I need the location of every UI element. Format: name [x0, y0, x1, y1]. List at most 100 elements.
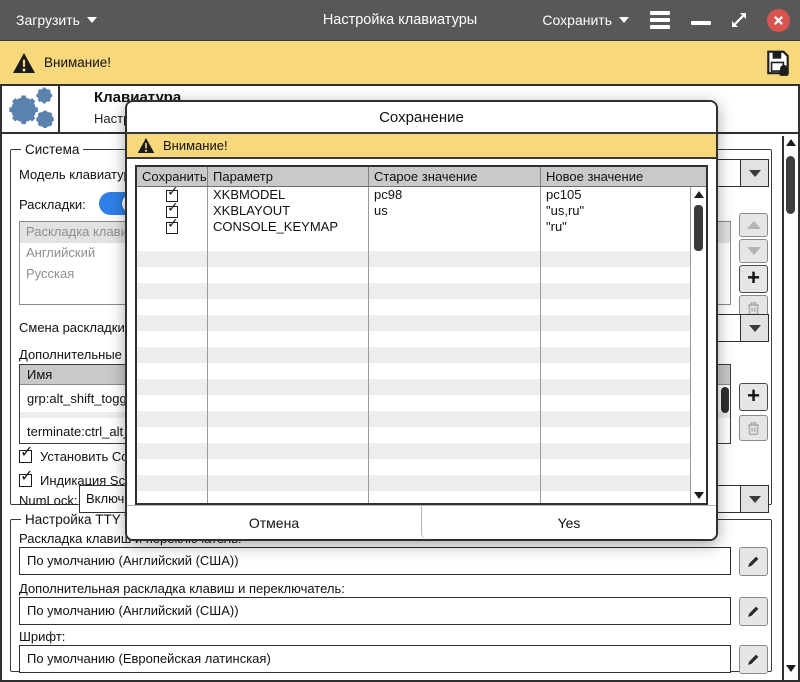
checkbox-checked[interactable]: ✓ — [19, 444, 33, 463]
edit-font-button[interactable] — [739, 645, 768, 674]
module-icon-box — [2, 86, 60, 132]
combobox-dropdown-button[interactable] — [740, 486, 768, 512]
cancel-button[interactable]: Отмена — [127, 506, 421, 539]
caret-down-icon — [748, 324, 761, 332]
hamburger-icon — [650, 11, 670, 15]
trash-icon — [747, 421, 760, 435]
close-icon — [774, 15, 783, 25]
maximize-button[interactable] — [729, 10, 749, 30]
checkbox-checked[interactable]: ✓ — [166, 203, 179, 218]
param-cell: CONSOLE_KEYMAP — [213, 219, 338, 234]
column-divider — [207, 187, 208, 503]
scrollbar-thumb[interactable] — [693, 205, 703, 251]
list-item[interactable]: Русская — [26, 266, 75, 281]
chevron-down-icon — [86, 17, 97, 23]
plus-icon: + — [747, 383, 760, 408]
old-value-cell: us — [374, 203, 388, 218]
check-icon: ✓ — [20, 444, 34, 461]
pencil-icon — [747, 654, 759, 666]
close-button[interactable] — [767, 8, 790, 32]
warning-text: Внимание! — [44, 55, 112, 70]
table-row[interactable]: ✓ XKBMODEL pc98 pc105 — [137, 187, 706, 203]
scroll-up-button[interactable] — [784, 139, 798, 151]
window-title: Настройка клавиатуры — [322, 12, 478, 28]
arrow-up-icon — [746, 221, 761, 229]
move-down-button[interactable] — [739, 239, 768, 263]
changes-table: Сохранить Параметр Старое значение Новое… — [135, 165, 708, 505]
warning-icon — [137, 137, 155, 154]
resize-icon — [732, 13, 746, 27]
layouts-label: Раскладки: — [19, 197, 86, 212]
list-item[interactable]: Английский — [26, 245, 96, 260]
param-cell: XKBMODEL — [213, 187, 286, 202]
old-value-cell: pc98 — [374, 187, 403, 202]
save-config-icon[interactable] — [764, 48, 792, 81]
dialog-warning-banner: Внимание! — [127, 132, 716, 159]
check-icon: ✓ — [167, 219, 179, 231]
checkbox-checked[interactable]: ✓ — [166, 219, 179, 234]
delete-option-button[interactable] — [739, 415, 768, 441]
move-up-button[interactable] — [739, 213, 768, 237]
save-menu-button[interactable]: Сохранить — [542, 12, 629, 28]
system-legend: Система — [25, 142, 80, 157]
warning-banner: Внимание! — [0, 40, 800, 86]
combobox-dropdown-button[interactable] — [740, 315, 768, 341]
scroll-down-button[interactable] — [784, 665, 798, 677]
column-divider — [540, 187, 541, 503]
param-cell: XKBLAYOUT — [213, 203, 291, 218]
load-menu-button[interactable]: Загрузить — [16, 12, 97, 28]
pencil-icon — [747, 556, 759, 568]
column-header-old: Старое значение — [368, 167, 540, 186]
combobox-dropdown-button[interactable] — [740, 160, 768, 186]
switch-label: Смена раскладки: — [19, 320, 129, 335]
tty-extra-layout-field[interactable]: По умолчанию (Английский (США)) — [19, 597, 731, 625]
font-field[interactable]: По умолчанию (Европейская латинская) — [19, 645, 731, 673]
edit-tty-extra-layout-button[interactable] — [739, 597, 768, 626]
check-icon: ✓ — [20, 468, 34, 485]
edit-tty-layout-button[interactable] — [739, 547, 768, 576]
scroll-up-button[interactable] — [691, 191, 706, 198]
triangle-down-icon — [786, 665, 796, 672]
empty-rows-area — [137, 235, 706, 503]
add-layout-button[interactable]: + — [739, 265, 768, 293]
save-dialog: Сохранение Внимание! Сохранить Параметр … — [125, 100, 718, 541]
table-row[interactable]: ✓ CONSOLE_KEYMAP "ru" — [137, 219, 706, 235]
triangle-down-icon — [693, 492, 704, 499]
titlebar-actions: Сохранить — [542, 8, 790, 32]
menu-button[interactable] — [647, 8, 673, 32]
tty-extra-layout-label: Дополнительная раскладка клавиш и перекл… — [19, 581, 345, 596]
checkbox-checked[interactable]: ✓ — [19, 468, 33, 487]
pencil-icon — [747, 606, 759, 618]
triangle-up-icon — [693, 191, 704, 198]
trash-icon — [747, 301, 760, 315]
table-body: ✓ XKBMODEL pc98 pc105 ✓ XKBLAYOUT us "us… — [137, 187, 706, 503]
column-header-new: Новое значение — [540, 167, 706, 186]
plus-icon: + — [747, 265, 760, 290]
checkbox-checked[interactable]: ✓ — [166, 187, 179, 202]
column-header-param: Параметр — [207, 167, 368, 186]
table-scrollbar[interactable] — [690, 187, 706, 503]
dialog-warning-text: Внимание! — [163, 138, 228, 153]
tty-layout-field[interactable]: По умолчанию (Английский (США)) — [19, 547, 731, 575]
titlebar: Загрузить Настройка клавиатуры Сохранить — [0, 0, 800, 40]
table-row[interactable]: ✓ XKBLAYOUT us "us,ru" — [137, 203, 706, 219]
dialog-footer: Отмена Yes — [127, 505, 716, 539]
options-scrollbar-thumb[interactable] — [721, 387, 729, 413]
caret-down-icon — [748, 169, 761, 177]
save-menu-label: Сохранить — [542, 12, 612, 28]
yes-button[interactable]: Yes — [421, 506, 716, 539]
dialog-title: Сохранение — [127, 102, 716, 132]
main-scrollbar[interactable] — [782, 136, 798, 680]
minimize-button[interactable] — [691, 21, 711, 25]
new-value-cell: pc105 — [546, 187, 582, 202]
triangle-up-icon — [786, 139, 796, 146]
table-header-row: Сохранить Параметр Старое значение Новое… — [137, 167, 706, 187]
scrollbar-thumb[interactable] — [786, 156, 795, 214]
chevron-down-icon — [619, 17, 629, 23]
tty-legend: Настройка TTY VT — [25, 512, 142, 527]
warning-icon — [12, 52, 36, 74]
add-option-button[interactable]: + — [739, 383, 768, 411]
new-value-cell: "us,ru" — [546, 203, 585, 218]
gears-icon — [9, 87, 54, 129]
scroll-down-button[interactable] — [691, 492, 706, 499]
